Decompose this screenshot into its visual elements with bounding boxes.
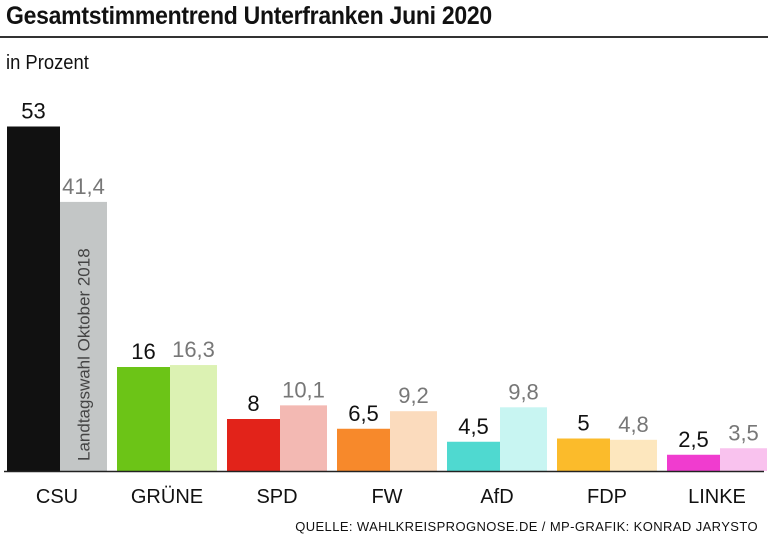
value-label-fw-2018: 9,2 (398, 383, 429, 408)
value-label-grüne-2018: 16,3 (172, 337, 215, 362)
value-label-afd-2020: 4,5 (458, 414, 489, 439)
value-label-grüne-2020: 16 (131, 339, 155, 364)
value-label-fw-2020: 6,5 (348, 401, 379, 426)
category-label-spd: SPD (256, 486, 297, 508)
value-label-spd-2018: 10,1 (282, 377, 325, 402)
bar-spd-2020 (227, 419, 280, 471)
chart-title: Gesamtstimmentrend Unterfranken Juni 202… (6, 2, 492, 30)
bar-grüne-2020 (117, 367, 170, 471)
bar-linke-2018 (720, 448, 767, 471)
bar-linke-2020 (667, 454, 720, 471)
source-credit: QUELLE: WAHLKREISPROGNOSE.DE / MP-GRAFIK… (295, 519, 758, 534)
bar-afd-2018 (500, 407, 547, 471)
series-legend-label: Landtagswahl Oktober 2018 (75, 248, 94, 461)
value-label-spd-2020: 8 (247, 391, 259, 416)
category-label-afd: AfD (480, 486, 513, 508)
value-label-linke-2018: 3,5 (728, 420, 759, 445)
unit-label: in Prozent (6, 52, 89, 74)
value-label-csu-2020: 53 (21, 99, 45, 124)
bar-fw-2020 (337, 428, 390, 471)
category-label-grüne: GRÜNE (131, 486, 203, 508)
bar-fdp-2020 (557, 438, 610, 471)
bar-csu-2020 (7, 126, 60, 471)
title-divider (0, 36, 768, 38)
value-label-afd-2018: 9,8 (508, 379, 539, 404)
bar-fw-2018 (390, 411, 437, 471)
bar-fdp-2018 (610, 439, 657, 471)
category-label-fw: FW (371, 486, 402, 508)
value-label-csu-2018: 41,4 (62, 174, 105, 199)
bar-afd-2020 (447, 441, 500, 471)
category-label-fdp: FDP (587, 486, 627, 508)
category-label-csu: CSU (36, 486, 78, 508)
value-label-fdp-2020: 5 (577, 411, 589, 436)
value-label-fdp-2018: 4,8 (618, 412, 649, 437)
value-label-linke-2020: 2,5 (678, 427, 709, 452)
bar-grüne-2018 (170, 365, 217, 471)
bar-csu-2018 (60, 201, 107, 471)
bar-spd-2018 (280, 405, 327, 471)
category-label-linke: LINKE (688, 486, 746, 508)
